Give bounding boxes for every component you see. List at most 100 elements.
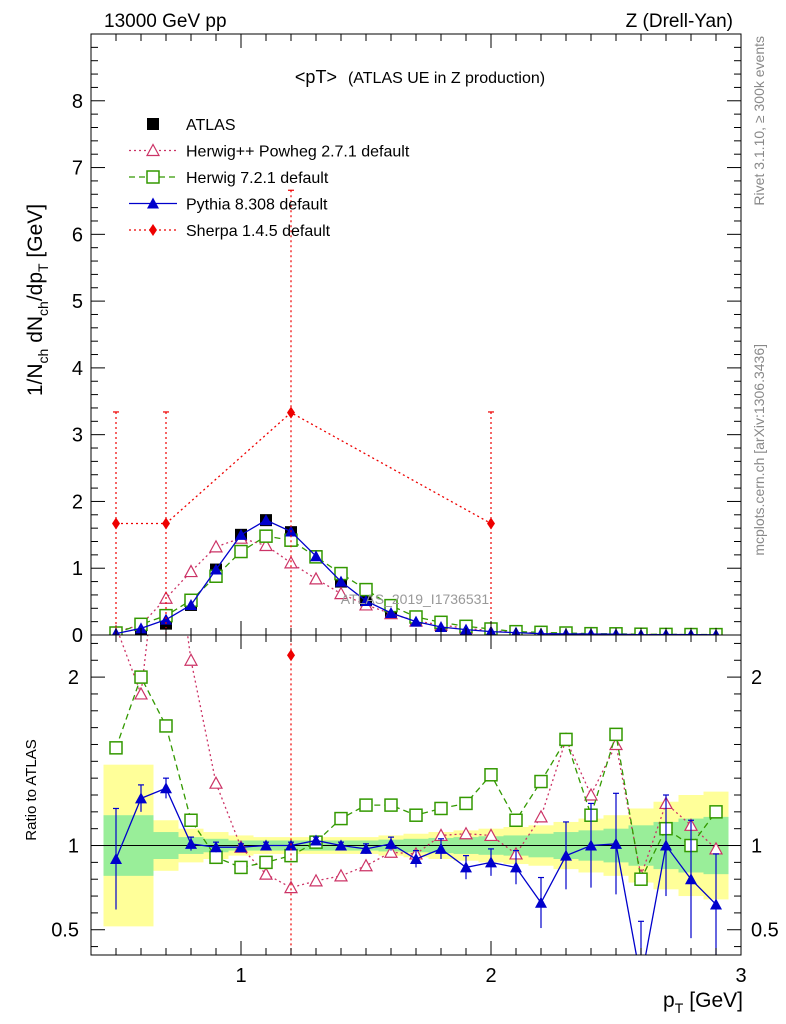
- legend: ATLAS Herwig++ Powheg 2.7.1 default Herwig…: [129, 117, 410, 240]
- plot-subtitle: (ATLAS UE in Z production): [348, 70, 545, 87]
- data-point: [535, 896, 547, 908]
- series-4: [112, 189, 495, 635]
- data-point: [385, 837, 397, 849]
- data-point: [183, 564, 199, 578]
- data-point: [160, 613, 172, 625]
- series-3: [287, 635, 295, 955]
- ratio-y-tick-label-right: 2: [751, 667, 762, 689]
- data-point: [434, 801, 448, 816]
- rivet-side-label: Rivet 3.1.10, ≥ 300k events: [751, 36, 767, 206]
- data-point: [283, 880, 299, 894]
- ratio-frame: [90, 634, 742, 956]
- ratio-plot-area: [109, 635, 724, 955]
- data-point: [183, 653, 199, 666]
- legend-label: Pythia 8.308 default: [186, 197, 328, 214]
- legend-marker: [146, 170, 160, 184]
- data-point: [308, 571, 324, 585]
- data-point: [259, 529, 273, 543]
- data-point: [260, 514, 272, 526]
- data-point: [358, 858, 374, 872]
- data-point: [333, 586, 349, 600]
- main-plot-area: [109, 189, 723, 635]
- header-right-label: Z (Drell-Yan): [626, 11, 733, 32]
- series-3: [111, 514, 720, 635]
- x-axis-label-unit: [GeV]: [689, 989, 743, 1012]
- data-point: [534, 774, 548, 789]
- data-point: [210, 563, 222, 575]
- y-tick-label: 1: [72, 558, 83, 580]
- data-point: [559, 732, 573, 747]
- data-point: [360, 842, 372, 854]
- data-point: [685, 873, 697, 885]
- data-point: [660, 839, 672, 851]
- data-point: [509, 813, 523, 828]
- data-point: [208, 775, 224, 789]
- mcplots-side-label: mcplots.cern.ch [arXiv:1306.3436]: [751, 344, 767, 556]
- legend-marker: [145, 143, 161, 157]
- data-point: [460, 861, 472, 873]
- series-2: [110, 777, 722, 955]
- data-point: [458, 826, 474, 840]
- data-point: [484, 768, 498, 782]
- legend-label: Herwig 7.2.1 default: [186, 170, 329, 187]
- y-tick-label: 6: [72, 224, 83, 246]
- ratio-y-tick-label-right: 1: [751, 836, 762, 858]
- data-point: [134, 670, 148, 684]
- plot-title-main: <pT>: [295, 67, 337, 87]
- legend-marker: [147, 118, 159, 130]
- y-tick-label: 2: [72, 491, 83, 513]
- data-point: [235, 528, 247, 540]
- data-point: [209, 850, 223, 865]
- data-point: [510, 861, 522, 873]
- data-point: [383, 845, 399, 858]
- data-point: [185, 837, 197, 849]
- data-point: [160, 782, 172, 794]
- data-point: [112, 517, 120, 530]
- data-point: [359, 798, 373, 812]
- data-point: [585, 839, 597, 851]
- data-point: [334, 811, 348, 826]
- data-point: [133, 686, 149, 700]
- header-left-label: 13000 GeV pp: [104, 11, 227, 32]
- data-point: [110, 853, 122, 864]
- data-point: [283, 555, 299, 569]
- data-point: [560, 849, 572, 861]
- legend-label: Sherpa 1.4.5 default: [186, 223, 331, 240]
- data-point: [487, 517, 495, 530]
- legend-marker: [149, 224, 157, 236]
- data-point: [287, 406, 295, 419]
- data-point: [258, 538, 274, 552]
- data-point: [287, 649, 295, 662]
- data-point: [308, 873, 324, 887]
- data-point: [435, 842, 447, 854]
- svg-text:1/Nch dNch/dpT [GeV]: 1/Nch dNch/dpT [GeV]: [24, 204, 51, 396]
- x-tick-label: 2: [485, 965, 496, 987]
- x-axis-label: pT [GeV]: [663, 989, 743, 1016]
- data-point: [234, 860, 248, 875]
- data-point: [634, 872, 648, 886]
- data-point: [109, 741, 123, 755]
- data-point: [208, 539, 224, 553]
- series-0: [118, 635, 724, 894]
- series-line: [116, 411, 492, 525]
- data-point: [459, 796, 473, 811]
- data-point: [335, 839, 347, 851]
- data-point: [384, 798, 398, 812]
- y-tick-label: 4: [72, 358, 83, 380]
- data-point: [234, 544, 248, 559]
- data-point: [609, 727, 623, 742]
- data-point: [385, 606, 397, 618]
- data-point: [409, 808, 423, 822]
- data-point: [260, 839, 272, 851]
- legend-label: Herwig++ Powheg 2.7.1 default: [186, 144, 410, 161]
- data-point: [333, 868, 349, 882]
- ratio-y-tick-label-left: 0.5: [51, 920, 79, 942]
- data-point: [162, 517, 170, 530]
- axis-ticks: 0 1 2 3 4 5 6 7 8 1 2 3 0.5 0.5 1 1 2 2: [51, 33, 779, 987]
- data-point: [360, 594, 372, 606]
- data-point: [258, 866, 274, 880]
- legend-marker: [147, 197, 159, 209]
- data-point: [533, 809, 549, 823]
- data-point: [310, 550, 322, 562]
